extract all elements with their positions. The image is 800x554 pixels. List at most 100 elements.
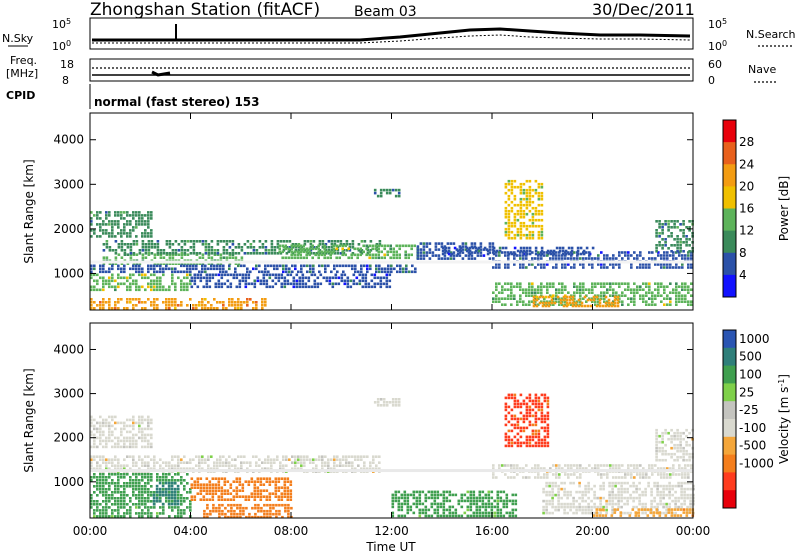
- data-cell: [608, 502, 611, 506]
- data-cell: [114, 235, 117, 238]
- data-cell: [635, 484, 638, 488]
- data-cell: [436, 490, 440, 494]
- data-cell: [144, 301, 147, 304]
- data-cell: [591, 257, 594, 260]
- data-cell: [294, 455, 297, 458]
- data-cell: [600, 285, 603, 288]
- data-cell: [618, 467, 621, 470]
- data-cell: [120, 427, 123, 431]
- data-cell: [525, 291, 528, 294]
- data-cell: [158, 490, 162, 494]
- data-cell: [123, 217, 126, 220]
- data-cell: [621, 291, 624, 294]
- data-cell: [196, 486, 200, 489]
- data-cell: [150, 232, 153, 235]
- data-cell: [642, 263, 645, 266]
- data-cell: [304, 285, 308, 289]
- data-cell: [233, 509, 236, 513]
- data-cell: [516, 303, 519, 306]
- data-cell: [173, 502, 177, 506]
- data-cell: [361, 279, 365, 283]
- data-cell: [522, 221, 526, 225]
- data-cell: [294, 464, 297, 467]
- data-cell: [270, 461, 273, 464]
- data-cell: [476, 254, 480, 257]
- data-cell: [603, 297, 606, 300]
- data-cell: [283, 492, 287, 495]
- data-cell: [507, 420, 511, 424]
- data-cell: [99, 455, 102, 458]
- data-cell: [570, 252, 574, 256]
- data-cell: [105, 282, 108, 286]
- data-cell: [283, 285, 287, 289]
- data-cell: [546, 423, 550, 427]
- data-cell: [276, 243, 280, 246]
- data-cell: [345, 458, 348, 461]
- data-cell: [663, 251, 666, 254]
- data-cell: [111, 433, 114, 437]
- data-cell: [123, 211, 126, 214]
- data-cell: [348, 461, 351, 464]
- data-cell: [424, 511, 428, 515]
- data-cell: [96, 436, 99, 440]
- data-cell: [327, 249, 331, 252]
- data-cell: [492, 300, 495, 303]
- data-cell: [156, 240, 160, 243]
- data-cell: [545, 502, 548, 506]
- data-cell: [549, 251, 552, 254]
- data-cell: [356, 256, 359, 260]
- data-cell: [255, 464, 258, 467]
- data-cell: [684, 476, 687, 479]
- data-cell: [310, 285, 314, 289]
- data-cell: [661, 449, 664, 453]
- data-cell: [161, 493, 165, 497]
- data-cell: [276, 246, 280, 249]
- data-cell: [235, 477, 239, 480]
- data-cell: [563, 511, 566, 515]
- data-cell: [309, 246, 313, 249]
- data-cell: [540, 476, 543, 479]
- data-cell: [117, 246, 121, 249]
- data-cell: [321, 458, 324, 461]
- data-cell: [540, 393, 544, 397]
- data-cell: [621, 464, 624, 467]
- data-cell: [114, 445, 117, 449]
- data-cell: [147, 515, 150, 518]
- data-cell: [132, 279, 135, 283]
- data-cell: [615, 257, 618, 260]
- data-cell: [657, 288, 660, 291]
- data-cell: [690, 257, 693, 260]
- data-cell: [688, 443, 691, 447]
- data-cell: [141, 235, 144, 238]
- data-cell: [174, 270, 177, 274]
- data-cell: [686, 481, 689, 485]
- data-cell: [670, 511, 674, 514]
- data-cell: [537, 209, 541, 213]
- data-cell: [688, 220, 691, 223]
- data-cell: [496, 496, 500, 500]
- colorbar-tick-label: 24: [739, 157, 754, 171]
- data-cell: [300, 264, 303, 268]
- data-cell: [105, 503, 108, 506]
- data-cell: [351, 252, 355, 255]
- data-cell: [663, 254, 666, 257]
- data-cell: [254, 515, 257, 519]
- data-cell: [495, 476, 498, 479]
- data-cell: [676, 250, 679, 253]
- data-cell: [102, 506, 105, 509]
- data-cell: [285, 458, 288, 461]
- data-cell: [484, 496, 488, 500]
- data-cell: [258, 252, 262, 255]
- data-cell: [93, 424, 96, 428]
- data-cell: [216, 240, 220, 243]
- data-cell: [108, 421, 111, 425]
- data-cell: [234, 464, 237, 467]
- data-cell: [678, 473, 681, 476]
- data-cell: [603, 282, 606, 285]
- data-cell: [120, 506, 123, 509]
- data-cell: [282, 458, 285, 461]
- data-cell: [427, 490, 431, 494]
- data-cell: [638, 496, 641, 500]
- data-cell: [147, 509, 150, 512]
- data-cell: [301, 276, 305, 280]
